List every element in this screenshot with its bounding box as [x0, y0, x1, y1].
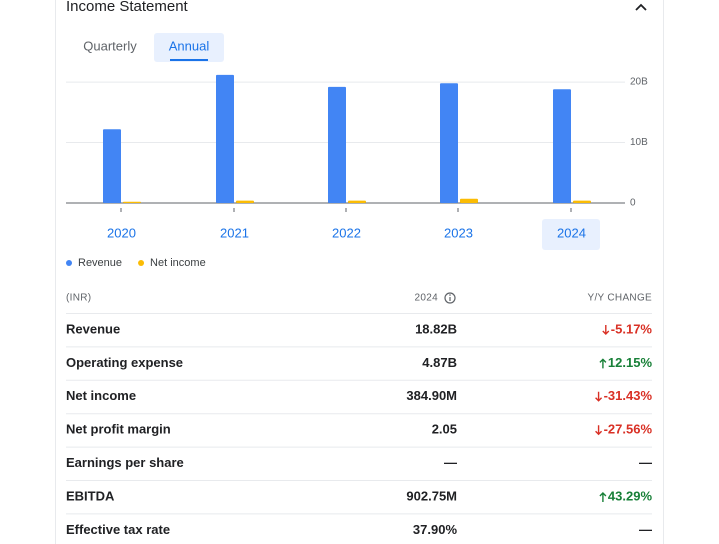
column-header: Y/Y CHANGE [588, 293, 653, 304]
row-label: Revenue [66, 321, 120, 336]
bar [553, 89, 571, 203]
x-tick-label[interactable]: 2020 [107, 225, 136, 240]
tab-selected-bg [154, 33, 224, 62]
info-icon-dot [449, 294, 451, 296]
bar [573, 200, 591, 203]
card-title: Income Statement [66, 0, 189, 15]
tab[interactable]: Quarterly [83, 38, 137, 53]
row-value: 18.82B [415, 321, 457, 336]
bar [236, 200, 254, 203]
tab-selected[interactable]: Annual [169, 38, 210, 53]
x-tick-label[interactable]: 2024 [557, 225, 586, 240]
info-icon[interactable] [444, 292, 456, 304]
row-change: — [639, 455, 652, 470]
y-tick-label: 20B [630, 77, 648, 88]
bar [216, 74, 234, 203]
column-header: 2024 [415, 293, 439, 304]
y-tick-label: 10B [630, 137, 648, 148]
row-label: Net profit margin [66, 422, 171, 437]
row-change: 43.29% [608, 488, 653, 503]
row-label: Net income [66, 388, 136, 403]
up-arrow [599, 492, 607, 502]
bar [440, 83, 458, 203]
tab-underline [170, 59, 208, 61]
row-value: 37.90% [413, 522, 458, 537]
bar [348, 200, 366, 203]
bar [328, 86, 346, 203]
up-arrow [599, 358, 607, 369]
legend-label: Revenue [78, 257, 122, 269]
row-change: -31.43% [604, 388, 653, 403]
x-tick-label[interactable]: 2021 [220, 225, 249, 240]
row-value: 2.05 [432, 422, 457, 437]
row-change: -27.56% [604, 422, 653, 437]
row-change: 12.15% [608, 355, 653, 370]
x-tick-label[interactable]: 2022 [332, 225, 361, 240]
row-change: -5.17% [611, 321, 653, 336]
y-tick-label: 0 [630, 198, 636, 209]
row-label: Operating expense [66, 355, 183, 370]
down-arrow [595, 425, 603, 436]
selected-year-bg [542, 219, 600, 250]
legend-dot [138, 260, 145, 266]
down-arrow [602, 325, 610, 335]
legend-dot [66, 260, 72, 266]
row-label: EBITDA [66, 488, 115, 503]
x-tick-label[interactable]: 2023 [444, 225, 473, 240]
row-label: Effective tax rate [66, 522, 170, 537]
bar [460, 198, 478, 203]
bar [123, 201, 141, 203]
legend-label: Net income [150, 257, 206, 269]
row-value: 902.75M [406, 488, 457, 503]
collapse-chevron[interactable] [635, 3, 647, 11]
row-label: Earnings per share [66, 455, 184, 470]
row-value: 384.90M [406, 388, 457, 403]
down-arrow [595, 391, 603, 402]
bar [103, 129, 121, 203]
column-header: (INR) [66, 293, 91, 304]
row-value: — [444, 455, 457, 470]
row-change: — [639, 522, 652, 537]
row-value: 4.87B [422, 355, 457, 370]
